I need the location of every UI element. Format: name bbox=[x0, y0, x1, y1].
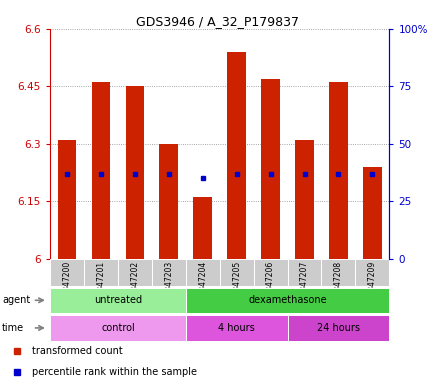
Text: GSM847207: GSM847207 bbox=[299, 261, 308, 307]
Bar bbox=[185, 259, 219, 286]
Text: GSM847204: GSM847204 bbox=[198, 261, 207, 307]
Text: GSM847202: GSM847202 bbox=[130, 261, 139, 307]
Bar bbox=[185, 315, 287, 341]
Bar bbox=[118, 259, 151, 286]
Bar bbox=[185, 288, 388, 313]
Bar bbox=[92, 83, 110, 259]
Text: dexamethasone: dexamethasone bbox=[248, 295, 326, 305]
Bar bbox=[355, 259, 388, 286]
Bar bbox=[125, 86, 144, 259]
Text: agent: agent bbox=[2, 295, 30, 305]
Bar bbox=[219, 259, 253, 286]
Text: untreated: untreated bbox=[94, 295, 141, 305]
Bar bbox=[159, 144, 178, 259]
Bar bbox=[329, 83, 347, 259]
Bar bbox=[321, 259, 355, 286]
Text: GDS3946 / A_32_P179837: GDS3946 / A_32_P179837 bbox=[136, 15, 298, 28]
Bar bbox=[295, 140, 313, 259]
Bar bbox=[50, 259, 84, 286]
Text: GSM847208: GSM847208 bbox=[333, 261, 342, 307]
Text: GSM847209: GSM847209 bbox=[367, 261, 376, 307]
Bar bbox=[50, 315, 185, 341]
Text: GSM847201: GSM847201 bbox=[96, 261, 105, 307]
Bar bbox=[287, 259, 321, 286]
Text: percentile rank within the sample: percentile rank within the sample bbox=[32, 367, 196, 377]
Bar bbox=[58, 140, 76, 259]
Text: GSM847203: GSM847203 bbox=[164, 261, 173, 307]
Text: GSM847205: GSM847205 bbox=[232, 261, 240, 307]
Text: control: control bbox=[101, 323, 135, 333]
Bar bbox=[362, 167, 381, 259]
Text: time: time bbox=[2, 323, 24, 333]
Text: GSM847200: GSM847200 bbox=[62, 261, 71, 307]
Bar bbox=[193, 197, 211, 259]
Bar bbox=[253, 259, 287, 286]
Bar bbox=[261, 79, 279, 259]
Text: 24 hours: 24 hours bbox=[316, 323, 359, 333]
Bar bbox=[287, 315, 388, 341]
Text: transformed count: transformed count bbox=[32, 346, 122, 356]
Bar bbox=[151, 259, 185, 286]
Text: 4 hours: 4 hours bbox=[218, 323, 254, 333]
Bar bbox=[50, 288, 185, 313]
Bar bbox=[227, 52, 245, 259]
Bar bbox=[84, 259, 118, 286]
Text: GSM847206: GSM847206 bbox=[266, 261, 274, 307]
